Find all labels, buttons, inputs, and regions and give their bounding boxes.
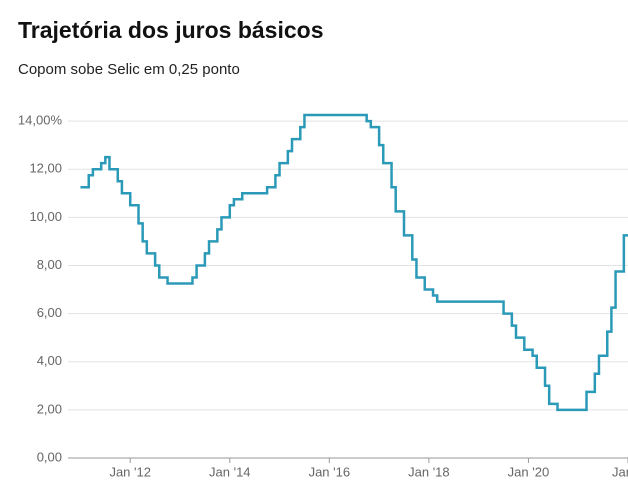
x-tick-label: Jan '20	[508, 464, 550, 479]
y-tick-label: 6,00	[37, 305, 62, 320]
x-tick-label: Jan '18	[408, 464, 450, 479]
x-tick-label: Jan '12	[109, 464, 151, 479]
x-tick-label: Jan '16	[309, 464, 351, 479]
x-tick-label: Jan '14	[209, 464, 251, 479]
y-tick-label: 14,00%	[18, 113, 63, 128]
y-tick-label: 8,00	[37, 257, 62, 272]
x-tick-label: Jan	[612, 464, 628, 479]
chart-title: Trajetória dos juros básicos	[18, 17, 324, 43]
y-tick-label: 0,00	[37, 449, 62, 464]
chart-subtitle: Copom sobe Selic em 0,25 ponto	[18, 61, 240, 78]
y-tick-label: 4,00	[37, 353, 62, 368]
y-tick-label: 12,00	[29, 161, 62, 176]
y-tick-label: 10,00	[29, 209, 62, 224]
selic-line	[80, 113, 628, 412]
y-tick-label: 2,00	[37, 401, 62, 416]
